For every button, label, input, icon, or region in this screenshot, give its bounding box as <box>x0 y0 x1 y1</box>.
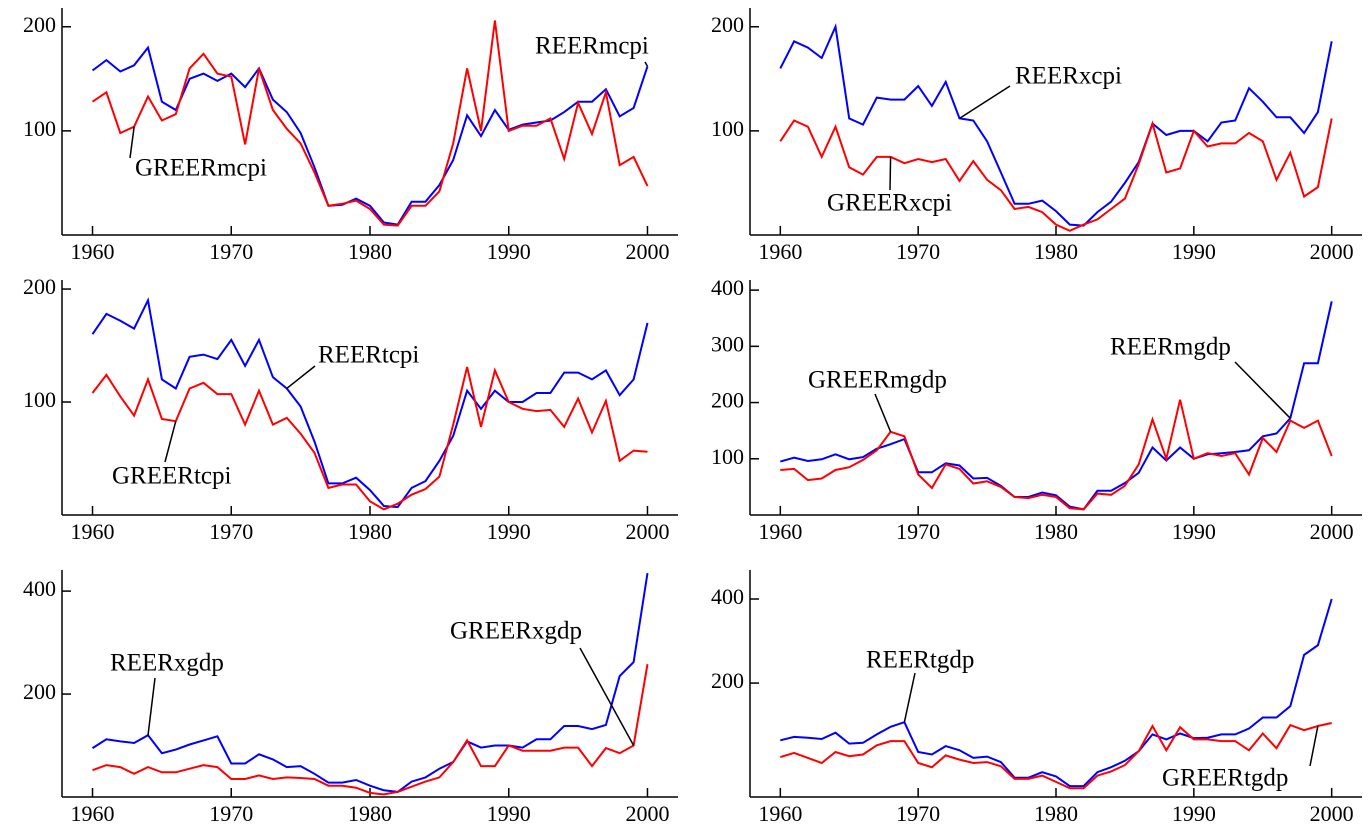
y-tick-label: 300 <box>711 331 744 356</box>
y-tick-label: 200 <box>23 12 56 37</box>
x-tick-label: 1960 <box>71 801 115 826</box>
series-line <box>780 722 1332 790</box>
x-tick-label: 1980 <box>348 519 392 544</box>
x-tick-label: 1970 <box>209 519 253 544</box>
x-tick-label: 2000 <box>1310 239 1354 264</box>
y-tick-label: 100 <box>23 387 56 412</box>
series-label: GREERtcpi <box>112 463 231 490</box>
x-tick-label: 1970 <box>896 801 940 826</box>
x-tick-label: 1960 <box>71 519 115 544</box>
y-tick-label: 200 <box>711 12 744 37</box>
x-tick-label: 1990 <box>1172 519 1216 544</box>
leader-line <box>579 647 635 746</box>
series-line <box>780 301 1333 511</box>
x-tick-label: 1980 <box>1034 519 1078 544</box>
leader-line <box>286 365 316 390</box>
leader-line <box>903 672 916 723</box>
leader-line <box>129 126 135 159</box>
leader-line <box>644 61 649 67</box>
x-tick-label: 1980 <box>348 239 392 264</box>
panel: 1960 1970 1980 1990 2000 100 200 300 400 REERmgdp… <box>711 275 1362 544</box>
x-tick-label: 2000 <box>1310 519 1354 544</box>
x-tick-label: 1990 <box>487 519 531 544</box>
series-line <box>780 399 1333 511</box>
series-label: GREERxcpi <box>827 190 952 217</box>
series-line <box>779 118 1333 232</box>
y-tick-label: 200 <box>23 679 56 704</box>
series-line <box>92 664 649 796</box>
x-tick-label: 2000 <box>1310 801 1354 826</box>
y-tick-label: 400 <box>711 275 744 300</box>
series-line <box>91 20 649 227</box>
x-tick-label: 1990 <box>1172 801 1216 826</box>
x-tick-label: 1960 <box>758 239 802 264</box>
series-label: GREERmcpi <box>135 155 267 182</box>
panel: 1960 1970 1980 1990 2000 100 200 REERxcpi GREERx… <box>711 8 1362 264</box>
leader-line <box>164 421 177 463</box>
x-tick-label: 1990 <box>1172 239 1216 264</box>
x-tick-label: 1980 <box>1034 239 1078 264</box>
series-label: GREERmgdp <box>808 367 947 394</box>
series-label: GREERtgdp <box>1162 765 1288 792</box>
x-tick-label: 1980 <box>348 801 392 826</box>
series-label: REERxgdp <box>110 650 224 677</box>
series-line <box>779 23 1333 227</box>
x-tick-label: 2000 <box>625 239 669 264</box>
leader-line <box>1234 361 1291 419</box>
panel: 1960 1970 1980 1990 2000 200 400 REERtgdp GREERt… <box>711 570 1362 826</box>
series-label: REERmcpi <box>535 33 649 60</box>
y-tick-label: 200 <box>711 388 744 413</box>
x-tick-label: 1970 <box>209 239 253 264</box>
leader-line <box>889 156 892 191</box>
x-tick-label: 1990 <box>487 239 531 264</box>
x-tick-label: 1970 <box>896 239 940 264</box>
series-label: REERxcpi <box>1015 63 1122 90</box>
x-tick-label: 1970 <box>896 519 940 544</box>
leader-line <box>147 677 156 736</box>
series-line <box>780 598 1333 788</box>
x-tick-label: 1970 <box>209 801 253 826</box>
x-tick-label: 1960 <box>71 239 115 264</box>
series-label: GREERxgdp <box>450 618 582 645</box>
x-tick-label: 1960 <box>758 801 802 826</box>
y-tick-label: 200 <box>23 274 56 299</box>
series-label: REERtgdp <box>866 647 974 674</box>
series-line <box>91 572 649 793</box>
series-label: REERtcpi <box>318 342 419 369</box>
leader-line <box>1309 725 1319 767</box>
y-tick-label: 100 <box>711 444 744 469</box>
series-line <box>91 45 649 226</box>
x-tick-label: 1990 <box>487 801 531 826</box>
x-tick-label: 1960 <box>758 519 802 544</box>
series-line <box>91 297 649 509</box>
x-tick-label: 1980 <box>1034 801 1078 826</box>
x-tick-label: 2000 <box>625 801 669 826</box>
panel: 1960 1970 1980 1990 2000 200 400 REERxgdp GREERx… <box>23 570 678 826</box>
series-label: REERmgdp <box>1110 334 1231 361</box>
x-tick-label: 2000 <box>625 519 669 544</box>
panel: 1960 1970 1980 1990 2000 100 200 REERmcpi GREERm… <box>23 8 678 264</box>
y-tick-label: 400 <box>23 576 56 601</box>
y-tick-label: 400 <box>711 584 744 609</box>
series-line <box>91 366 648 511</box>
panel: 1960 1970 1980 1990 2000 100 200 REERtcpi GREERt… <box>23 274 678 544</box>
leader-line <box>874 393 892 433</box>
leader-line <box>959 85 1011 120</box>
y-tick-label: 100 <box>23 116 56 141</box>
y-tick-label: 200 <box>711 668 744 693</box>
y-tick-label: 100 <box>711 116 744 141</box>
